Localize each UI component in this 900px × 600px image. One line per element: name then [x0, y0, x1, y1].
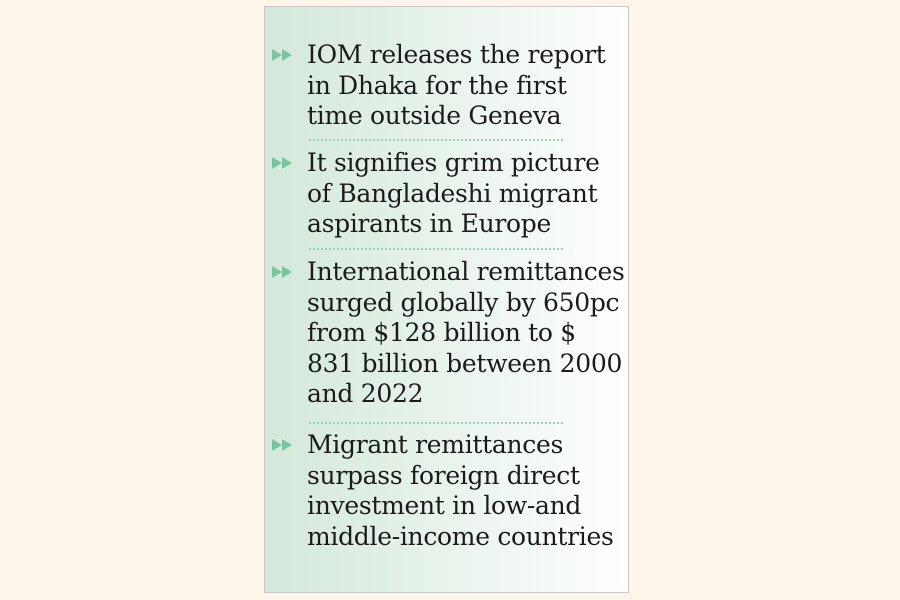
double-triangle-bullet-icon	[272, 266, 292, 278]
highlight-text: Migrant remittances surpass foreign dire…	[307, 430, 614, 551]
double-triangle-bullet-icon	[272, 157, 292, 169]
double-triangle-bullet-icon	[272, 49, 292, 61]
dotted-divider	[309, 422, 563, 424]
dotted-divider	[309, 248, 563, 250]
double-triangle-bullet-icon	[272, 439, 292, 451]
dotted-divider	[309, 139, 563, 141]
highlights-box: IOM releases the report in Dhaka for the…	[264, 6, 629, 593]
highlight-text: It signifies grim picture of Bangladeshi…	[307, 148, 600, 238]
highlight-text: International remittances surged globall…	[307, 257, 625, 408]
highlight-text: IOM releases the report in Dhaka for the…	[307, 40, 606, 130]
